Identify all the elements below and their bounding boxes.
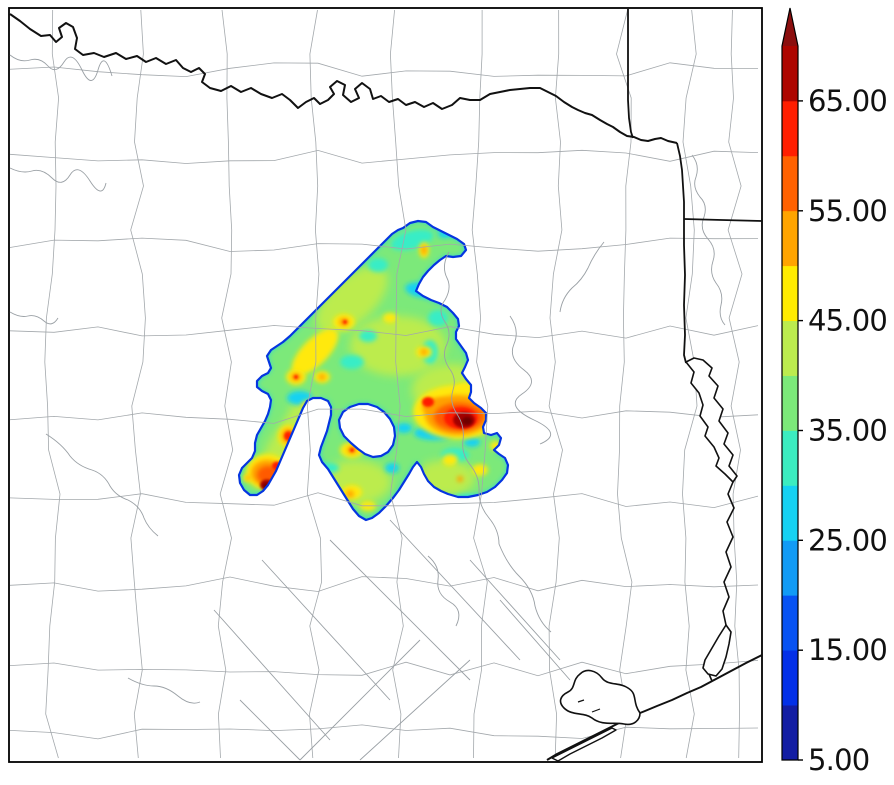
contour-blob — [319, 374, 326, 380]
contour-blob — [385, 463, 399, 473]
colorbar-segment — [782, 211, 798, 266]
colorbar-segment — [782, 46, 798, 101]
colorbar-extend-arrow — [782, 8, 798, 46]
colorbar-tick-label: 25.00 — [808, 523, 887, 557]
figure: 65.00 55.00 45.00 35.00 25.00 15.00 5.00 — [0, 0, 894, 785]
colorbar-tick-label: 5.00 — [808, 743, 869, 777]
colorbar-tick-label: 15.00 — [808, 633, 887, 667]
contour-blob — [422, 397, 434, 407]
contour-blob — [340, 355, 364, 369]
contour-blob — [428, 310, 448, 326]
contour-blob — [462, 417, 472, 425]
contour-blob — [421, 349, 428, 355]
colorbar-segment — [782, 705, 798, 760]
colorbar-tick-label: 55.00 — [808, 194, 887, 228]
colorbar-segment — [782, 321, 798, 376]
colorbar-segment — [782, 266, 798, 321]
colorbar-tick-label: 45.00 — [808, 304, 887, 338]
map-figure: 65.00 55.00 45.00 35.00 25.00 15.00 5.00 — [0, 0, 894, 785]
contour-blob — [346, 491, 354, 498]
colorbar-segment — [782, 156, 798, 211]
colorbar-tick-labels: 65.00 55.00 45.00 35.00 25.00 15.00 5.00 — [808, 84, 887, 777]
contour-blob — [246, 476, 251, 480]
colorbar-segment — [782, 101, 798, 156]
colorbar-tick-label: 65.00 — [808, 84, 887, 118]
contour-blob — [442, 454, 458, 466]
contour-blob — [294, 375, 298, 379]
colorbar-segment — [782, 650, 798, 705]
colorbar-ticks — [798, 101, 803, 760]
contour-blob — [457, 476, 463, 482]
colorbar-segment — [782, 595, 798, 650]
contour-blob — [383, 313, 397, 323]
contour-blob — [350, 448, 354, 452]
contour-blob — [472, 464, 488, 476]
colorbar-segment — [782, 430, 798, 485]
colorbar: 65.00 55.00 45.00 35.00 25.00 15.00 5.00 — [782, 8, 887, 777]
colorbar-segment — [782, 376, 798, 431]
colorbar-segment — [782, 540, 798, 595]
colorbar-segments — [782, 46, 798, 760]
contour-blob — [343, 320, 347, 324]
contour-blob — [368, 258, 388, 272]
colorbar-segment — [782, 485, 798, 540]
colorbar-tick-label: 35.00 — [808, 414, 887, 448]
